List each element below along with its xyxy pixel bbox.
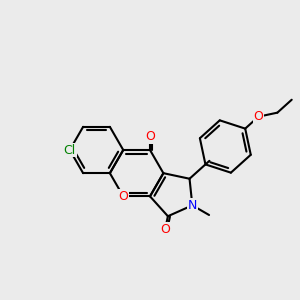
Text: O: O (145, 130, 155, 143)
Text: O: O (118, 190, 128, 203)
Text: Cl: Cl (64, 143, 76, 157)
Text: O: O (160, 223, 170, 236)
Text: O: O (254, 110, 263, 123)
Text: N: N (188, 199, 197, 212)
